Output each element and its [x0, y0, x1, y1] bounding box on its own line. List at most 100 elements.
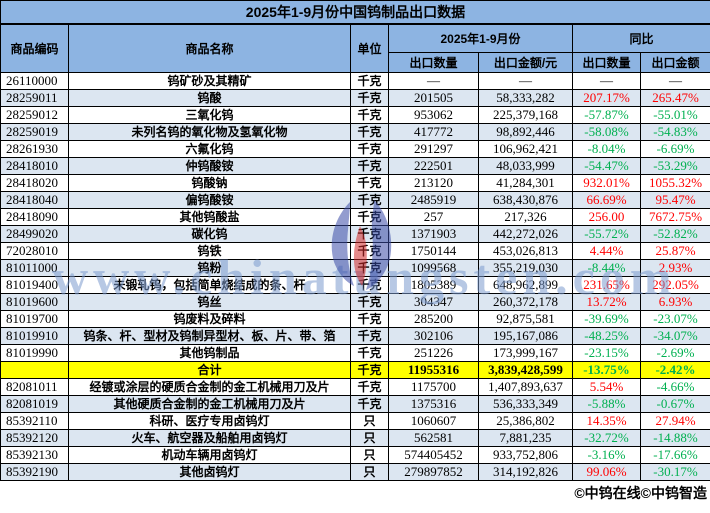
export-qty-cell: 1375316	[388, 395, 479, 413]
unit-cell: 千克	[350, 123, 389, 141]
product-code-cell: 81019990	[0, 344, 69, 362]
export-qty-cell: 562581	[388, 429, 479, 447]
unit-cell: 千克	[350, 361, 389, 379]
export-amount-cell: 173,999,167	[478, 344, 573, 362]
yoy-amount-cell: -2.42%	[640, 361, 710, 379]
column-group-yoy: 同比	[572, 23, 710, 53]
product-code-cell: 28418010	[0, 157, 69, 175]
product-name-cell: 钨丝	[68, 293, 351, 311]
table-row: 81019600 钨丝 千克 304347 260,372,178 13.72% 6.93%	[0, 293, 710, 311]
table-row: 81019910 钨条、杆、型材及钨制异型材、板、片、带、箔 千克 302106 195…	[0, 327, 710, 345]
export-amount-cell: 58,333,282	[478, 89, 573, 107]
export-qty-cell: 1805389	[388, 276, 479, 294]
product-code-cell: 28259012	[0, 106, 69, 124]
product-code-cell: 28418040	[0, 191, 69, 209]
product-code-cell: 81011000	[0, 259, 69, 277]
product-code-cell: 72028010	[0, 242, 69, 260]
export-amount-cell: 314,192,826	[478, 463, 573, 481]
product-name-cell: 机动车辆用卤钨灯	[68, 446, 351, 464]
yoy-amount-cell: 292.05%	[640, 276, 710, 294]
product-code-cell: 85392120	[0, 429, 69, 447]
unit-cell: 千克	[350, 157, 389, 175]
unit-cell: 千克	[350, 242, 389, 260]
yoy-qty-cell: -48.25%	[572, 327, 641, 345]
yoy-qty-cell: -55.72%	[572, 225, 641, 243]
export-amount-cell: 453,026,813	[478, 242, 573, 260]
yoy-amount-cell: -4.66%	[640, 378, 710, 396]
product-name-cell: 钨废料及碎料	[68, 310, 351, 328]
product-code-cell: 85392130	[0, 446, 69, 464]
unit-cell: 千克	[350, 106, 389, 124]
unit-cell: 千克	[350, 89, 389, 107]
export-qty-cell: 257	[388, 208, 479, 226]
table-row: 28259019 未列名钨的氧化物及氢氧化物 千克 417772 98,892,446-…	[0, 123, 710, 141]
product-code-cell: 81019600	[0, 293, 69, 311]
yoy-amount-cell: -30.17%	[640, 463, 710, 481]
export-qty-cell: 285200	[388, 310, 479, 328]
yoy-amount-cell: —	[640, 72, 710, 90]
yoy-amount-cell: 27.94%	[640, 412, 710, 430]
table-row: 72028010 钨铁 千克 1750144 453,026,813 4.44% 25.87…	[0, 242, 710, 260]
yoy-qty-cell: 5.54%	[572, 378, 641, 396]
table-row: 28418010 仲钨酸铵 千克 222501 48,033,999 -54.47% -53…	[0, 157, 710, 175]
yoy-amount-cell: 25.87%	[640, 242, 710, 260]
export-amount-cell: 217,326	[478, 208, 573, 226]
export-qty-cell: —	[388, 72, 479, 90]
table-body: 26110000 钨矿砂及其精矿 千克 — — — —28259011 钨酸 千克 201505 5…	[0, 72, 710, 481]
export-amount-cell: 1,407,893,637	[478, 378, 573, 396]
product-code-cell: 28259019	[0, 123, 69, 141]
product-name-cell: 钨粉	[68, 259, 351, 277]
unit-cell: 千克	[350, 140, 389, 158]
product-name-cell: 火车、航空器及船舶用卤钨灯	[68, 429, 351, 447]
yoy-qty-cell: -54.47%	[572, 157, 641, 175]
header-group-row: 商品编码 商品名称 单位 2025年1-9月份 同比	[0, 23, 710, 73]
unit-cell: 千克	[350, 293, 389, 311]
table-row: 85392130 机动车辆用卤钨灯只 574405452 933,752,806 -3.…	[0, 446, 710, 464]
unit-cell: 只	[350, 446, 389, 464]
yoy-qty-cell: -23.15%	[572, 344, 641, 362]
yoy-qty-cell: 66.69%	[572, 191, 641, 209]
export-amount-cell: 48,033,999	[478, 157, 573, 175]
export-amount-cell: 933,752,806	[478, 446, 573, 464]
export-qty-cell: 1060607	[388, 412, 479, 430]
unit-cell: 千克	[350, 378, 389, 396]
export-amount-cell: 648,962,899	[478, 276, 573, 294]
yoy-amount-cell: 2.93%	[640, 259, 710, 277]
export-qty-cell: 1750144	[388, 242, 479, 260]
column-header-name: 商品名称	[68, 23, 351, 73]
export-qty-cell: 1099568	[388, 259, 479, 277]
export-amount-cell: 225,379,168	[478, 106, 573, 124]
column-header-yoy-amount: 出口金额	[640, 52, 710, 73]
yoy-qty-cell: -5.88%	[572, 395, 641, 413]
export-amount-cell: 536,333,349	[478, 395, 573, 413]
yoy-qty-cell: 99.06%	[572, 463, 641, 481]
table-row: 81011000 钨粉 千克 1099568 355,219,030 -8.44% 2.93…	[0, 259, 710, 277]
yoy-qty-cell: 231.65%	[572, 276, 641, 294]
product-name-cell: 其他钨制品	[68, 344, 351, 362]
page-title: 2025年1-9月份中国钨制品出口数据	[0, 0, 710, 25]
yoy-qty-cell: 256.00	[572, 208, 641, 226]
product-name-cell: 仲钨酸铵	[68, 157, 351, 175]
product-name-cell: 钨矿砂及其精矿	[68, 72, 351, 90]
table-row: 82081011 经镀或涂层的硬质合金制的金工机械用刀及片 千克 1175700 1,4…	[0, 378, 710, 396]
product-name-cell: 其他卤钨灯	[68, 463, 351, 481]
product-code-cell: 26110000	[0, 72, 69, 90]
export-qty-cell: 2485919	[388, 191, 479, 209]
yoy-amount-cell: -0.67%	[640, 395, 710, 413]
product-name-cell: 钨铁	[68, 242, 351, 260]
yoy-qty-cell: -8.44%	[572, 259, 641, 277]
export-qty-cell: 291297	[388, 140, 479, 158]
export-qty-cell: 11955316	[388, 361, 479, 379]
yoy-amount-cell: -54.83%	[640, 123, 710, 141]
yoy-amount-cell: 265.47%	[640, 89, 710, 107]
table-row: 82081019 其他硬质合金制的金工机械用刀及片 千克 1375316 536,333…	[0, 395, 710, 413]
product-code-cell: 28499020	[0, 225, 69, 243]
table-row: 28418090 其他钨酸盐 千克 257 217,326 256.00 7672.75%	[0, 208, 710, 226]
export-qty-cell: 201505	[388, 89, 479, 107]
product-name-cell: 合计	[68, 361, 351, 379]
column-header-yoy-qty: 出口数量	[572, 52, 641, 73]
table-row: 81019400 未锻轧钨，包括简单烧结成的条、杆 千克 1805389 648,962…	[0, 276, 710, 294]
export-qty-cell: 953062	[388, 106, 479, 124]
product-code-cell: 28261930	[0, 140, 69, 158]
yoy-amount-cell: 7672.75%	[640, 208, 710, 226]
